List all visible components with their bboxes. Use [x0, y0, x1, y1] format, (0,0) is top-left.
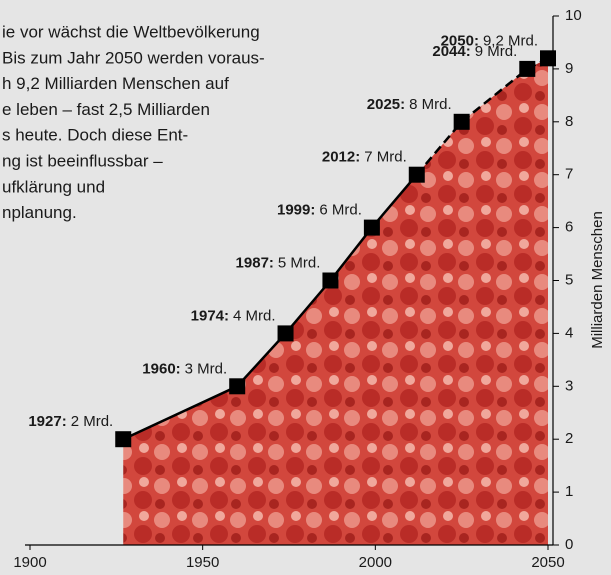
- x-tick-label: 2050: [531, 554, 564, 571]
- point-value: 8 Mrd.: [409, 96, 452, 113]
- marker: [278, 325, 294, 341]
- marker: [540, 50, 556, 66]
- point-year: 2012:: [322, 149, 360, 166]
- intro-text: h 9,2 Milliarden Menschen auf: [2, 74, 229, 93]
- point-year: 1960:: [142, 360, 180, 377]
- y-tick-label: 1: [565, 483, 573, 500]
- intro-text: nplanung.: [2, 203, 77, 222]
- point-value: 5 Mrd.: [278, 254, 321, 271]
- point-label: 2050:9,2 Mrd.: [441, 32, 538, 49]
- marker: [519, 61, 535, 77]
- point-year: 1987:: [236, 254, 274, 271]
- point-value: 2 Mrd.: [71, 413, 114, 430]
- marker: [229, 378, 245, 394]
- x-tick-label: 1900: [13, 554, 46, 571]
- point-label: 1927: 2 Mrd.: [28, 413, 113, 430]
- point-year: 1974:: [191, 307, 229, 324]
- y-tick-label: 2: [565, 430, 573, 447]
- point-year: 1999:: [277, 202, 315, 219]
- marker: [322, 273, 338, 289]
- point-label: 1960: 3 Mrd.: [142, 360, 227, 377]
- point-value: 3 Mrd.: [185, 360, 228, 377]
- point-year: 2050:: [441, 32, 479, 49]
- intro-text: ng ist beeinflussbar –: [2, 151, 163, 170]
- point-label: 1974:4 Mrd.: [191, 307, 276, 324]
- x-tick-label: 2000: [359, 554, 392, 571]
- intro-text: ie vor wächst die Weltbevölkerung: [2, 22, 260, 41]
- intro-text: Bis zum Jahr 2050 werden voraus-: [2, 48, 265, 67]
- y-tick-label: 7: [565, 166, 573, 183]
- point-label: 1999:6 Mrd.: [277, 202, 362, 219]
- y-tick-label: 6: [565, 219, 573, 236]
- point-value: 4 Mrd.: [233, 307, 276, 324]
- page: {"chart_data": {"type": "line", "text_li…: [0, 0, 611, 575]
- chart: ie vor wächst die Weltbevölkerung Bis zum…: [0, 0, 611, 575]
- marker: [115, 431, 131, 447]
- point-year: 2025:: [367, 96, 405, 113]
- y-tick-label: 4: [565, 324, 573, 341]
- marker: [454, 114, 470, 130]
- point-value: 9,2 Mrd.: [483, 32, 538, 49]
- y-tick-label: 10: [565, 7, 582, 24]
- marker: [364, 220, 380, 236]
- intro-text: ufklärung und: [2, 177, 105, 196]
- intro-text: s heute. Doch diese Ent-: [2, 126, 188, 145]
- marker: [409, 167, 425, 183]
- x-tick-label: 1950: [186, 554, 219, 571]
- y-axis-label: Milliarden Menschen: [589, 211, 606, 349]
- point-label: 1987:5 Mrd.: [236, 254, 321, 271]
- y-tick-label: 3: [565, 377, 573, 394]
- y-tick-label: 5: [565, 271, 573, 288]
- point-value: 7 Mrd.: [364, 149, 407, 166]
- point-value: 6 Mrd.: [319, 202, 362, 219]
- intro-text: e leben – fast 2,5 Milliarden: [2, 100, 210, 119]
- point-label: 2012:7 Mrd.: [322, 149, 407, 166]
- y-tick-label: 9: [565, 60, 573, 77]
- y-tick-label: 8: [565, 113, 573, 130]
- point-label: 2025:8 Mrd.: [367, 96, 452, 113]
- y-tick-label: 0: [565, 536, 573, 553]
- point-year: 1927:: [28, 413, 66, 430]
